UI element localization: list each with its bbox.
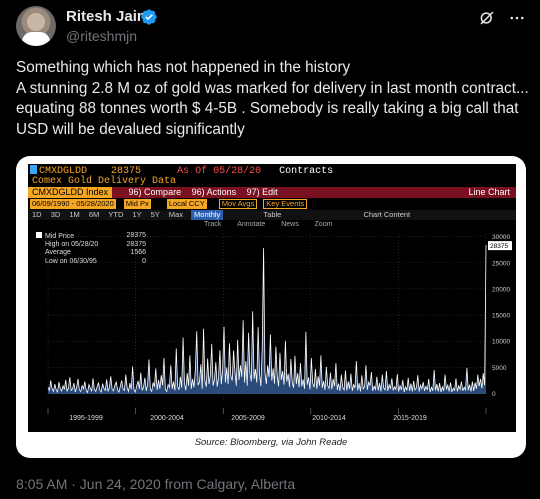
legend-row: High on 05/28/20 28375 <box>36 241 146 250</box>
edit-menu[interactable]: 97) Edit <box>246 187 278 197</box>
legend-value: 28375 <box>126 240 146 248</box>
line-chart-label: Line Chart <box>468 187 510 197</box>
legend-value: 1566 <box>130 249 146 257</box>
verified-badge-icon <box>141 9 157 25</box>
period-1m[interactable]: 1M <box>69 210 80 219</box>
gold-delivery-chart: 0 5000 10000 15000 20000 25000 30000 28375 1995-… <box>47 234 512 422</box>
period-max[interactable]: Max <box>168 210 183 219</box>
grok-icon[interactable] <box>478 9 496 27</box>
tweet-timestamp[interactable]: 8:05 AM · Jun 24, 2020 from Calgary, Alb… <box>16 476 296 492</box>
chart-tools-row: Track Annotate News Zoom <box>28 220 516 229</box>
author-name[interactable]: Ritesh Jain <box>66 8 147 25</box>
y-tick-label: 10000 <box>492 339 510 346</box>
tweet-text: Something which has not happened in the … <box>16 58 531 140</box>
y-tick-label: 0 <box>492 391 496 398</box>
period-6m[interactable]: 6M <box>88 210 100 219</box>
last-price-tag-text: 28375 <box>490 243 508 250</box>
chart-content-button[interactable]: Chart Content <box>363 210 411 219</box>
tweet-text-line-1: Something which has not happened in the … <box>16 59 351 76</box>
legend-label: Mid Price <box>45 233 75 240</box>
y-tick-label: 30000 <box>492 234 510 241</box>
legend-row: Average 1566 <box>36 249 146 258</box>
period-selector-row: 1D 3D 1M 6M YTD 1Y 5Y Max Monthly Table … <box>28 210 516 220</box>
chart-legend: Mid Price 28375 High on 05/28/20 28375 Ave… <box>36 232 146 266</box>
actions-menu[interactable]: 96) Actions <box>191 187 237 197</box>
period-ytd[interactable]: YTD <box>108 210 124 219</box>
more-options-icon[interactable] <box>508 9 526 27</box>
legend-label: Low on 06/30/95 <box>45 257 97 265</box>
field-selector[interactable]: Mid Px <box>123 199 151 209</box>
legend-row: Low on 06/30/95 0 <box>36 258 146 267</box>
compare-menu[interactable]: 96) Compare <box>128 187 182 197</box>
tool-annotate[interactable]: Annotate <box>237 221 266 228</box>
ticker-value: 28375 <box>111 166 142 177</box>
terminal-options-row: 06/09/1990 - 05/28/2020 Mid Px Local CCY… <box>28 199 516 209</box>
period-3d[interactable]: 3D <box>50 210 61 219</box>
currency-selector[interactable]: Local CCY <box>166 199 207 209</box>
terminal-title-row: CMXDGLDD 28375 As Of 05/28/20 Contracts <box>28 165 516 177</box>
x-tick-label: 1995-1999 <box>69 415 103 422</box>
tweet-text-line-2: A stunning 2.8 M oz of gold was marked f… <box>16 79 529 138</box>
period-1d[interactable]: 1D <box>32 210 42 219</box>
terminal-menu-bar: CMXDGLDD Index 96) Compare 96) Actions 9… <box>28 187 516 198</box>
x-tick-label: 2000-2004 <box>150 415 184 422</box>
index-label: CMXDGLDD Index <box>28 187 113 198</box>
date-range-field[interactable]: 06/09/1990 - 05/28/2020 <box>30 199 116 209</box>
image-caption: Source: Bloomberg, via John Reade <box>194 437 348 448</box>
tweet-header: Ritesh Jain @riteshmjn <box>16 6 526 46</box>
legend-value: 28375 <box>126 232 146 239</box>
avatar[interactable] <box>16 6 56 46</box>
tool-news[interactable]: News <box>281 221 299 228</box>
legend-label: Average <box>45 249 71 257</box>
x-tick-label: 2005-2009 <box>231 415 265 422</box>
y-tick-label: 15000 <box>492 313 510 320</box>
ticker: CMXDGLDD <box>39 166 88 177</box>
series-title: Comex Gold Delivery Data <box>32 176 177 187</box>
y-tick-label: 25000 <box>492 260 510 267</box>
period-5y[interactable]: 5Y <box>150 210 160 219</box>
legend-label: High on 05/28/20 <box>45 240 99 248</box>
author-handle[interactable]: @riteshmjn <box>66 28 138 44</box>
x-tick-label: 2010-2014 <box>312 415 346 422</box>
tool-zoom[interactable]: Zoom <box>314 221 333 228</box>
y-tick-label: 20000 <box>492 286 510 293</box>
y-tick-label: 5000 <box>492 365 507 372</box>
table-toggle[interactable]: Table <box>263 210 282 219</box>
contracts-label: Contracts <box>279 166 334 177</box>
tool-track[interactable]: Track <box>204 221 222 228</box>
mov-avgs-toggle[interactable]: Mov Avgs <box>218 199 258 209</box>
series-line <box>47 245 487 394</box>
bloomberg-terminal-screenshot: CMXDGLDD 28375 As Of 05/28/20 Contracts … <box>28 164 516 432</box>
legend-row: Mid Price 28375 <box>36 232 146 241</box>
period-1y[interactable]: 1Y <box>132 210 142 219</box>
x-tick-label: 2015-2019 <box>393 415 427 422</box>
key-events-toggle[interactable]: Key Events <box>263 199 308 209</box>
frequency-selector[interactable]: Monthly <box>191 210 224 220</box>
as-of-date: As Of 05/28/20 <box>177 166 262 177</box>
last-price-tag <box>488 241 512 251</box>
legend-value: 0 <box>142 257 146 265</box>
tweet-media-image[interactable]: CMXDGLDD 28375 As Of 05/28/20 Contracts … <box>16 156 526 458</box>
